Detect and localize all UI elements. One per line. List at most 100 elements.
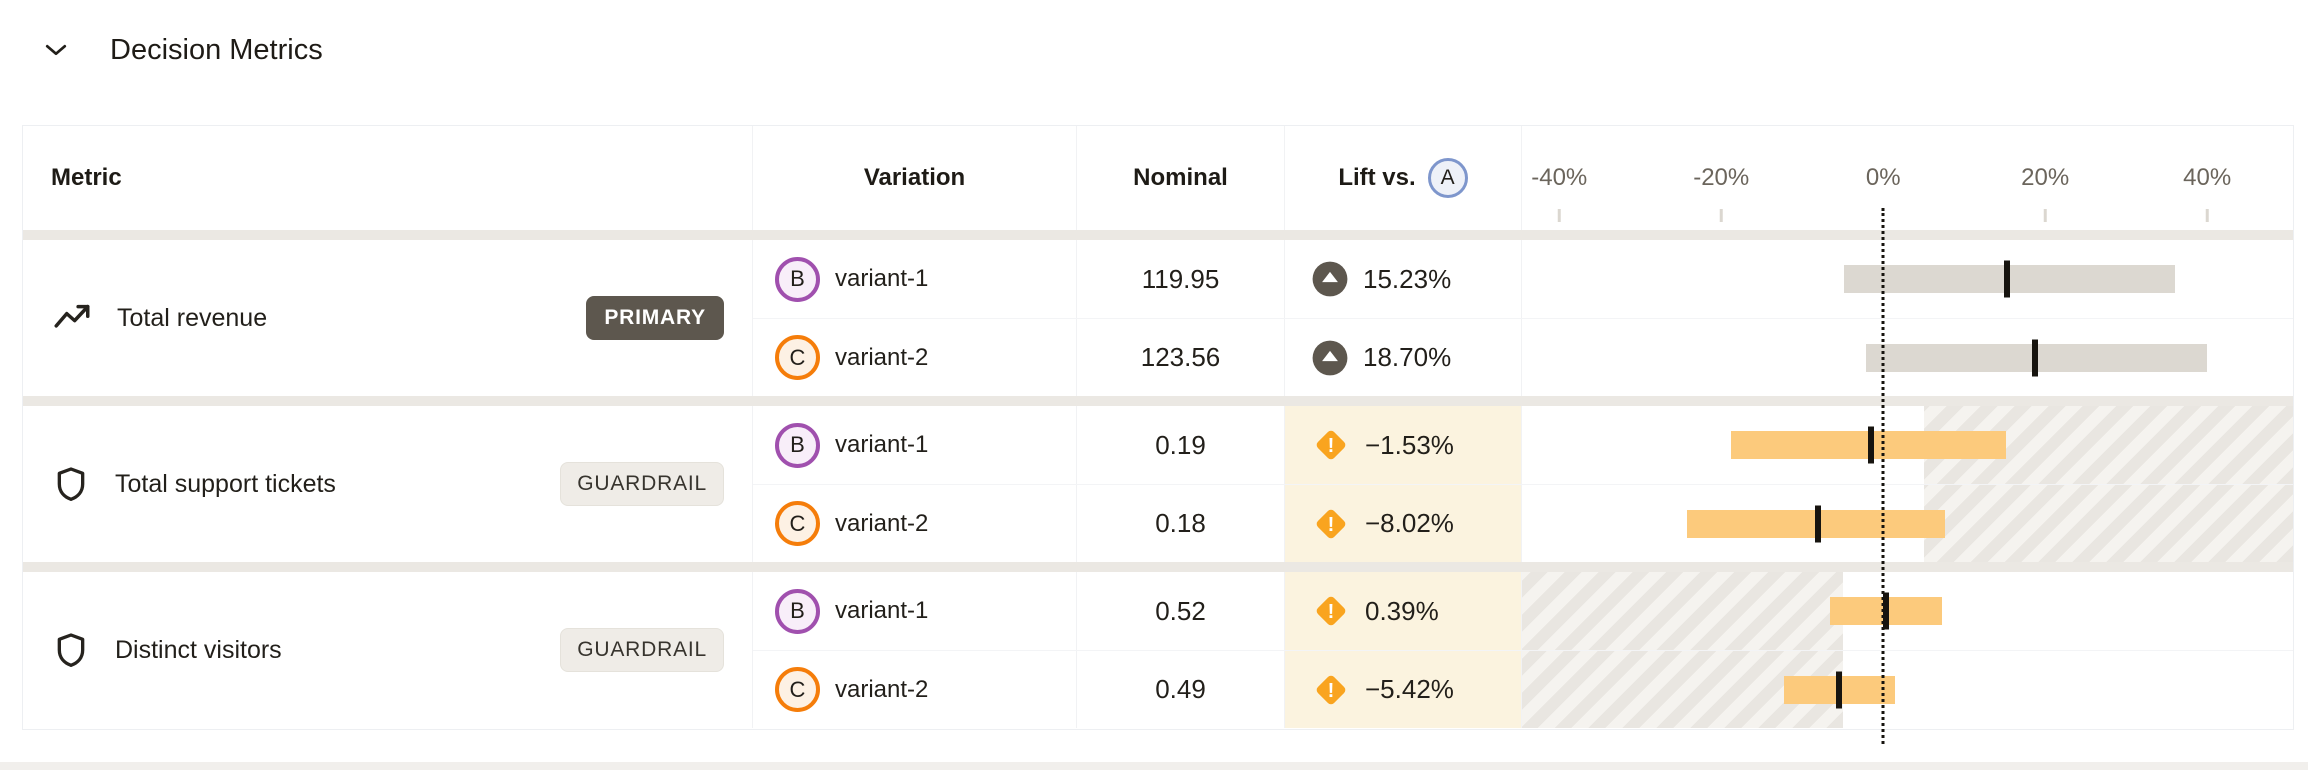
metric-label: Total support tickets — [115, 469, 336, 498]
svg-text:!: ! — [1328, 514, 1335, 536]
svg-text:!: ! — [1328, 680, 1335, 702]
lift-cell: ! −8.02% — [1285, 485, 1522, 562]
baseline-variant-badge[interactable]: A — [1427, 158, 1468, 198]
variant-c-badge: C — [775, 667, 820, 712]
metric-group-distinct-visitors: Distinct visitors GUARDRAIL B variant-1 … — [23, 572, 2293, 728]
variation-cell: C variant-2 — [753, 485, 1077, 562]
arrow-up-circle-icon — [1311, 339, 1349, 377]
nominal-value: 0.52 — [1077, 572, 1285, 650]
nominal-value: 0.49 — [1077, 651, 1285, 728]
lift-cell: 18.70% — [1285, 319, 1522, 396]
variation-cell: B variant-1 — [753, 406, 1077, 484]
group-separator — [23, 396, 2293, 406]
variation-label: variant-2 — [835, 675, 929, 703]
variant-row: B variant-1 0.52 ! 0.39% — [753, 572, 2293, 650]
axis-tick-mark — [2205, 209, 2209, 222]
warning-diamond-icon: ! — [1311, 670, 1351, 710]
variation-cell: B variant-1 — [753, 240, 1077, 318]
lift-vs-label: Lift vs. — [1338, 164, 1416, 191]
lift-axis-header: -40% -20% 0% 20% 40% — [1522, 126, 2293, 230]
variant-row: C variant-2 0.49 ! −5.42% — [753, 650, 2293, 728]
guardrail-badge: GUARDRAIL — [560, 628, 724, 672]
lift-cell: 15.23% — [1285, 240, 1522, 318]
ci-chart-cell — [1522, 651, 2293, 728]
variation-cell: B variant-1 — [753, 572, 1077, 650]
variation-cell: C variant-2 — [753, 319, 1077, 396]
column-header-lift: Lift vs. A — [1285, 126, 1522, 230]
column-header-metric: Metric — [23, 126, 753, 230]
lift-cell: ! −1.53% — [1285, 406, 1522, 484]
metric-cell[interactable]: Total support tickets GUARDRAIL — [23, 406, 753, 562]
variation-label: variant-1 — [835, 265, 929, 292]
metric-label: Total revenue — [117, 303, 268, 332]
variation-label: variant-1 — [835, 431, 929, 458]
section-title: Decision Metrics — [110, 33, 323, 66]
guardrail-badge: GUARDRAIL — [560, 462, 724, 506]
lift-marker — [2031, 339, 2038, 376]
lift-value: 0.39% — [1365, 595, 1439, 626]
guardrail-threshold-region — [1522, 572, 1843, 650]
group-separator — [23, 230, 2293, 240]
variant-c-badge: C — [775, 501, 820, 546]
metric-cell[interactable]: Total revenue PRIMARY — [23, 240, 753, 396]
ci-chart-cell — [1522, 572, 2293, 650]
lift-value: −5.42% — [1365, 674, 1454, 704]
variant-b-badge: B — [775, 422, 820, 468]
chevron-down-icon[interactable] — [38, 32, 74, 68]
axis-tick-label: 20% — [2021, 164, 2070, 191]
trend-line-icon — [51, 297, 93, 339]
lift-value: −1.53% — [1365, 429, 1454, 460]
ci-chart-cell — [1522, 485, 2293, 562]
lift-marker — [1867, 426, 1874, 464]
axis-tick-label: -40% — [1531, 164, 1588, 191]
ci-chart-cell — [1522, 240, 2293, 318]
section-header: Decision Metrics — [38, 32, 323, 68]
variant-row: C variant-2 123.56 18.70% — [753, 318, 2293, 396]
group-separator — [23, 562, 2293, 572]
lift-value: 15.23% — [1363, 263, 1452, 294]
column-header-variation: Variation — [753, 126, 1077, 230]
arrow-up-circle-icon — [1311, 260, 1349, 298]
column-header-nominal: Nominal — [1077, 126, 1285, 230]
svg-text:!: ! — [1328, 435, 1335, 457]
variant-c-badge: C — [775, 335, 820, 380]
ci-chart-cell — [1522, 319, 2293, 396]
next-section-edge — [0, 762, 2308, 770]
guardrail-threshold-region — [1923, 485, 2293, 562]
lift-marker — [2003, 260, 2010, 298]
axis-tick-label: 40% — [2183, 164, 2232, 191]
lift-value: 18.70% — [1363, 342, 1452, 372]
metric-label: Distinct visitors — [115, 635, 282, 664]
metric-cell[interactable]: Distinct visitors GUARDRAIL — [23, 572, 753, 728]
nominal-value: 0.18 — [1077, 485, 1285, 562]
variation-label: variant-2 — [835, 509, 929, 537]
nominal-value: 0.19 — [1077, 406, 1285, 484]
warning-diamond-icon: ! — [1311, 504, 1351, 544]
lift-value: −8.02% — [1365, 508, 1454, 538]
shield-icon — [51, 463, 91, 505]
axis-tick-mark — [1558, 209, 1561, 222]
variant-row: B variant-1 0.19 ! −1.53% — [753, 406, 2293, 484]
ci-chart-cell — [1522, 406, 2293, 484]
metric-group-total-revenue: Total revenue PRIMARY B variant-1 119.95… — [23, 240, 2293, 396]
primary-badge: PRIMARY — [586, 296, 724, 340]
axis-tick-label: 0% — [1865, 164, 1901, 191]
metric-group-total-support-tickets: Total support tickets GUARDRAIL B varian… — [23, 406, 2293, 562]
svg-text:!: ! — [1328, 601, 1335, 623]
lift-cell: ! 0.39% — [1285, 572, 1522, 650]
nominal-value: 119.95 — [1077, 240, 1285, 318]
lift-cell: ! −5.42% — [1285, 651, 1522, 728]
axis-tick-mark — [2043, 209, 2047, 222]
variation-label: variant-2 — [835, 343, 929, 371]
variant-row: C variant-2 0.18 ! −8.02% — [753, 484, 2293, 562]
variant-b-badge: B — [775, 256, 820, 302]
shield-icon — [51, 629, 91, 671]
nominal-value: 123.56 — [1077, 319, 1285, 396]
decision-metrics-table: Metric Variation Nominal Lift vs. A -40%… — [22, 125, 2294, 744]
variant-row: B variant-1 119.95 15.23% — [753, 240, 2293, 318]
variant-b-badge: B — [775, 588, 820, 634]
warning-diamond-icon: ! — [1311, 425, 1351, 465]
lift-marker — [1815, 505, 1822, 542]
variation-label: variant-1 — [835, 597, 929, 624]
